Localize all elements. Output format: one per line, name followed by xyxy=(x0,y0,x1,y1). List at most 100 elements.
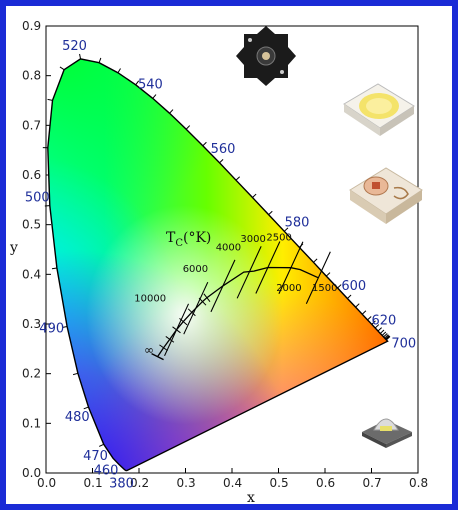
isotherm-line xyxy=(183,281,209,335)
locus-tick xyxy=(377,327,383,332)
isotherm-label: 3000 xyxy=(240,234,265,245)
wavelength-label: 620 xyxy=(372,314,397,329)
y-tick-label: 0.6 xyxy=(22,168,41,182)
y-tick-label: 0.8 xyxy=(22,69,41,83)
locus-tick xyxy=(72,372,79,376)
y-tick-label: 0.0 xyxy=(22,466,41,480)
isotherm-label: 10000 xyxy=(134,294,166,305)
locus-tick xyxy=(383,333,388,338)
x-tick-label: 0.2 xyxy=(130,476,149,490)
locus-tick xyxy=(355,303,360,308)
wavelength-label: 540 xyxy=(138,78,163,93)
locus-tick xyxy=(79,53,82,59)
locus-tick xyxy=(371,320,376,325)
x-tick-label: 0.4 xyxy=(223,476,242,490)
locus-tick xyxy=(235,176,241,181)
isotherm-line xyxy=(210,259,236,313)
amber-smd-led-icon xyxy=(349,167,423,224)
locus-tick xyxy=(59,66,65,71)
wavelength-label: 520 xyxy=(62,39,87,54)
x-tick-label: 0.5 xyxy=(270,476,289,490)
isotherm-line xyxy=(305,251,331,304)
x-tick-label: 0.6 xyxy=(316,476,335,490)
planck-tick xyxy=(203,293,211,302)
locus-tick xyxy=(384,334,389,339)
wavelength-label: 600 xyxy=(341,279,366,294)
isotherm-line xyxy=(255,241,281,294)
isotherm-label: 2000 xyxy=(276,283,301,294)
isotherm-line xyxy=(236,246,262,299)
wavelength-label: 470 xyxy=(83,449,108,464)
chart-frame: 0.0 0.1 0.2 0.3 0.4 0.5 0.6 0.7 0.8 0.0 0.1 0.2 0.3 0… xyxy=(6,6,452,504)
infinity-end-mark xyxy=(151,353,164,361)
locus-tick xyxy=(326,272,331,277)
locus-tick xyxy=(374,324,380,329)
y-tick-label: 0.2 xyxy=(22,367,41,381)
x-tick-label: 0.8 xyxy=(409,476,428,490)
high-power-led-icon xyxy=(362,418,412,448)
axis-ticks: 0.0 0.1 0.2 0.3 0.4 0.5 0.6 0.7 0.8 0.0 0.1 0.2 0.3 0… xyxy=(22,19,428,490)
locus-tick xyxy=(268,210,273,215)
locus-tick xyxy=(202,141,207,147)
y-axis-label: y xyxy=(9,240,18,256)
locus-tick xyxy=(169,109,174,114)
isotherm-label: 1500 xyxy=(312,283,337,294)
wavelength-label: 380 xyxy=(109,477,134,492)
y-tick-label: 0.9 xyxy=(22,19,41,33)
isotherm-line xyxy=(164,303,190,357)
star-mount-led-icon xyxy=(236,26,296,86)
locus-tick xyxy=(367,316,372,321)
locus-tick xyxy=(62,325,68,328)
isotherm-line xyxy=(278,241,304,294)
y-tick-label: 0.7 xyxy=(22,118,41,132)
planck-tick xyxy=(159,344,168,352)
isotherm-label: 6000 xyxy=(183,264,208,275)
wavelength-label: 490 xyxy=(39,321,64,336)
locus-tick xyxy=(135,80,140,86)
locus-tick xyxy=(117,68,121,73)
locus-tick xyxy=(337,284,342,289)
locus-tick xyxy=(47,98,53,101)
wavelength-label: 500 xyxy=(25,190,50,205)
isotherm-label: 4000 xyxy=(216,243,241,254)
wavelength-label: 560 xyxy=(211,142,236,157)
locus-tick xyxy=(51,267,57,270)
wavelength-label: 460 xyxy=(94,464,119,479)
locus-tick xyxy=(385,335,390,340)
wavelength-label: 700 xyxy=(391,337,416,352)
wavelength-label: 580 xyxy=(285,215,310,230)
cie-chromaticity-chart: 0.0 0.1 0.2 0.3 0.4 0.5 0.6 0.7 0.8 0.0 0.1 0.2 0.3 0… xyxy=(9,19,428,504)
locus-tick xyxy=(379,329,385,334)
white-smd-led-icon xyxy=(343,83,415,136)
planck-tick xyxy=(187,308,196,317)
locus-tick xyxy=(347,294,352,299)
y-tick-label: 0.1 xyxy=(22,416,41,430)
locus-tick xyxy=(152,94,157,99)
x-axis-label: x xyxy=(247,490,255,504)
locus-tick xyxy=(98,443,104,447)
x-tick-label: 0.0 xyxy=(37,476,56,490)
locus-tick xyxy=(381,331,387,336)
locus-tick xyxy=(361,310,367,315)
locus-tick xyxy=(386,336,391,341)
planck-tick xyxy=(165,336,175,343)
x-tick-label: 0.7 xyxy=(363,476,382,490)
locus-tick xyxy=(313,258,318,263)
y-tick-label: 0.3 xyxy=(22,317,41,331)
tc-title: TC(°K) xyxy=(166,230,211,249)
locus-tick xyxy=(185,125,191,130)
x-tick-label: 0.3 xyxy=(177,476,196,490)
wavelength-label: 480 xyxy=(65,410,90,425)
y-tick-label: 0.5 xyxy=(22,218,41,232)
isotherm-label: 2500 xyxy=(266,233,291,244)
locus-ticks xyxy=(42,53,391,447)
infinity-label: ∞ xyxy=(144,343,154,357)
locus-tick xyxy=(252,193,257,198)
x-tick-label: 0.1 xyxy=(84,476,103,490)
locus-tick xyxy=(385,335,390,340)
locus-tick xyxy=(83,406,89,410)
y-tick-label: 0.4 xyxy=(22,267,41,281)
locus-tick xyxy=(283,227,289,232)
